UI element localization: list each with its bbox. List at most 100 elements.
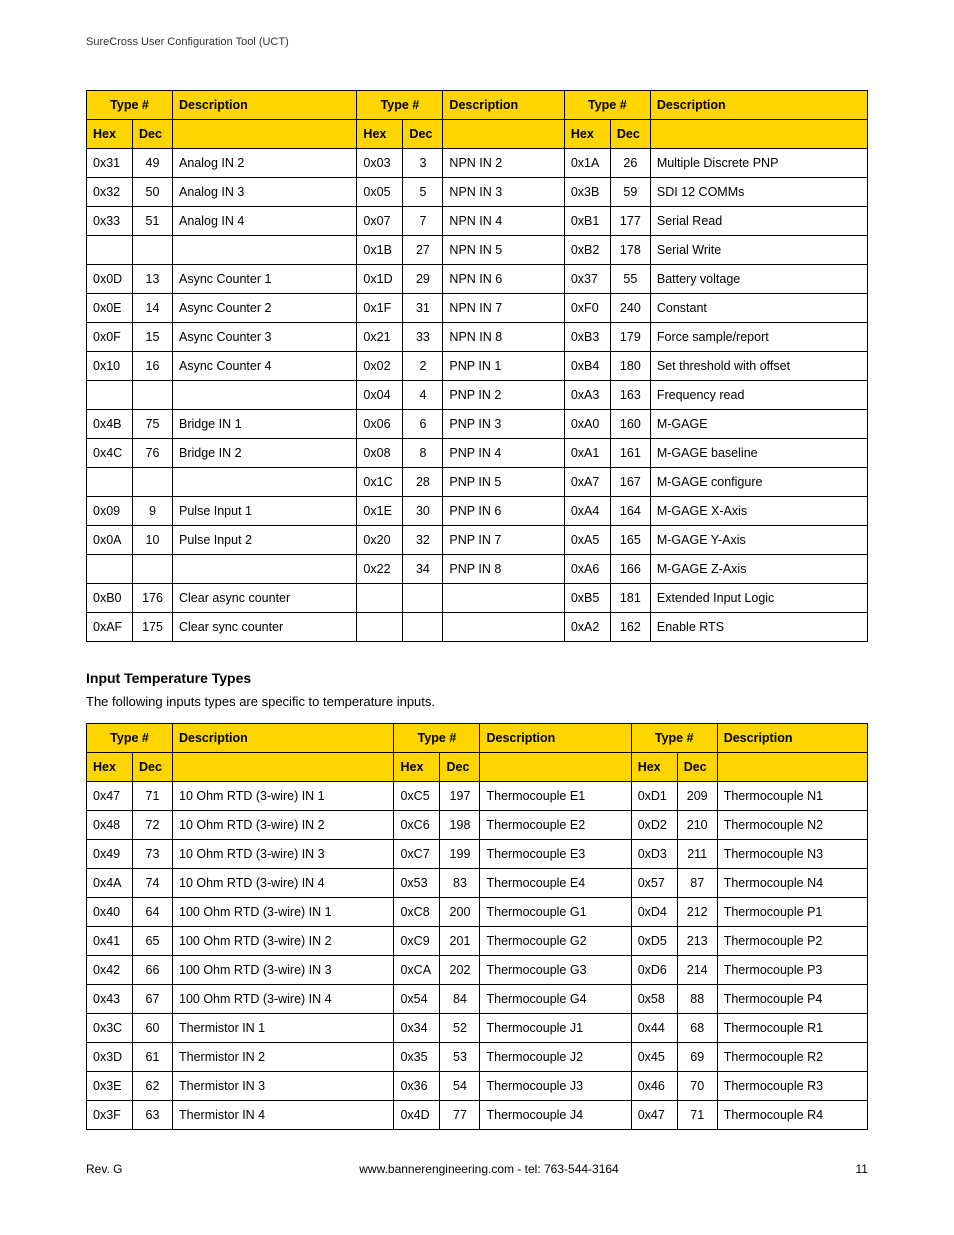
cell-c1: 10 Ohm RTD (3-wire) IN 3	[173, 840, 394, 869]
cell-c2	[443, 613, 564, 642]
cell-c1: Pulse Input 1	[173, 497, 357, 526]
cell-c3: Extended Input Logic	[650, 584, 867, 613]
cell-d1: 13	[133, 265, 173, 294]
cell-c3: Force sample/report	[650, 323, 867, 352]
cell-c1: Thermistor IN 2	[173, 1043, 394, 1072]
cell-c1: 10 Ohm RTD (3-wire) IN 2	[173, 811, 394, 840]
cell-d1: 76	[133, 439, 173, 468]
cell-c1: Thermistor IN 3	[173, 1072, 394, 1101]
cell-c3: Battery voltage	[650, 265, 867, 294]
cell-h1: 0x31	[87, 149, 133, 178]
cell-d3: 68	[677, 1014, 717, 1043]
cell-d2: 27	[403, 236, 443, 265]
cell-d1: 73	[133, 840, 173, 869]
col-hex-2: Hex	[394, 753, 440, 782]
cell-h1: 0x0D	[87, 265, 133, 294]
col-desc-1: Description	[173, 724, 394, 753]
table-row: 0x3C60Thermistor IN 10x3452Thermocouple …	[87, 1014, 868, 1043]
col-hex-3: Hex	[564, 120, 610, 149]
cell-h2: 0xC7	[394, 840, 440, 869]
cell-c2: PNP IN 3	[443, 410, 564, 439]
col-desc-1b	[173, 120, 357, 149]
cell-d3: 161	[610, 439, 650, 468]
table-row: 0x4C76Bridge IN 20x088PNP IN 40xA1161M-G…	[87, 439, 868, 468]
cell-d3: 211	[677, 840, 717, 869]
col-hex-1: Hex	[87, 753, 133, 782]
cell-d1	[133, 468, 173, 497]
table-row: 0x3250Analog IN 30x055NPN IN 30x3B59SDI …	[87, 178, 868, 207]
page-header: SureCross User Configuration Tool (UCT)	[86, 36, 868, 48]
table-row: 0x2234PNP IN 80xA6166M-GAGE Z-Axis	[87, 555, 868, 584]
cell-h3: 0xD5	[631, 927, 677, 956]
col-type-2: Type #	[394, 724, 480, 753]
cell-h3: 0xB4	[564, 352, 610, 381]
cell-c2: NPN IN 2	[443, 149, 564, 178]
cell-c2: Thermocouple J3	[480, 1072, 631, 1101]
cell-c3: Set threshold with offset	[650, 352, 867, 381]
cell-c3: Frequency read	[650, 381, 867, 410]
cell-d3: 163	[610, 381, 650, 410]
col-desc-1: Description	[173, 91, 357, 120]
cell-h1: 0x4B	[87, 410, 133, 439]
cell-c2: NPN IN 7	[443, 294, 564, 323]
col-desc-1b	[173, 753, 394, 782]
cell-c1	[173, 555, 357, 584]
col-dec-3: Dec	[677, 753, 717, 782]
cell-c2: NPN IN 4	[443, 207, 564, 236]
cell-d2: 29	[403, 265, 443, 294]
table-row: 0x1016Async Counter 40x022PNP IN 10xB418…	[87, 352, 868, 381]
footer-center: www.bannerengineering.com - tel: 763-544…	[359, 1162, 619, 1176]
table-row: 0x487210 Ohm RTD (3-wire) IN 20xC6198The…	[87, 811, 868, 840]
cell-d2: 34	[403, 555, 443, 584]
cell-h2: 0x1F	[357, 294, 403, 323]
cell-c3: M-GAGE configure	[650, 468, 867, 497]
table-row: 0xAF175Clear sync counter0xA2162Enable R…	[87, 613, 868, 642]
cell-c1: Async Counter 4	[173, 352, 357, 381]
cell-d1: 63	[133, 1101, 173, 1130]
col-dec-3: Dec	[610, 120, 650, 149]
cell-c1: 100 Ohm RTD (3-wire) IN 1	[173, 898, 394, 927]
cell-c2	[443, 584, 564, 613]
cell-h3: 0xA4	[564, 497, 610, 526]
table-row: 0x3D61Thermistor IN 20x3553Thermocouple …	[87, 1043, 868, 1072]
cell-c2: PNP IN 7	[443, 526, 564, 555]
cell-d3: 166	[610, 555, 650, 584]
cell-d2: 200	[440, 898, 480, 927]
cell-d1	[133, 381, 173, 410]
col-dec-2: Dec	[440, 753, 480, 782]
cell-h3: 0xD3	[631, 840, 677, 869]
cell-d2: 6	[403, 410, 443, 439]
cell-d2: 30	[403, 497, 443, 526]
cell-c1: Async Counter 2	[173, 294, 357, 323]
cell-c3: Serial Write	[650, 236, 867, 265]
cell-h1: 0x4A	[87, 869, 133, 898]
section-intro-temperature: The following inputs types are specific …	[86, 694, 868, 709]
cell-c1: Async Counter 3	[173, 323, 357, 352]
cell-h3: 0x47	[631, 1101, 677, 1130]
cell-h3: 0x45	[631, 1043, 677, 1072]
cell-h3: 0xD1	[631, 782, 677, 811]
table-row: 0x0D13Async Counter 10x1D29NPN IN 60x375…	[87, 265, 868, 294]
cell-c1: Async Counter 1	[173, 265, 357, 294]
cell-h3: 0xB3	[564, 323, 610, 352]
cell-c1	[173, 468, 357, 497]
cell-c1: 100 Ohm RTD (3-wire) IN 2	[173, 927, 394, 956]
cell-d3: 164	[610, 497, 650, 526]
col-hex-2: Hex	[357, 120, 403, 149]
cell-h3: 0x57	[631, 869, 677, 898]
cell-c3: M-GAGE	[650, 410, 867, 439]
cell-h2: 0x1C	[357, 468, 403, 497]
cell-c3: Thermocouple N2	[717, 811, 867, 840]
cell-c3: M-GAGE Z-Axis	[650, 555, 867, 584]
cell-h2: 0x02	[357, 352, 403, 381]
cell-h1: 0x09	[87, 497, 133, 526]
cell-h3: 0xB5	[564, 584, 610, 613]
cell-d3: 240	[610, 294, 650, 323]
col-desc-3: Description	[717, 724, 867, 753]
cell-c1: 100 Ohm RTD (3-wire) IN 3	[173, 956, 394, 985]
cell-h2: 0x08	[357, 439, 403, 468]
cell-d3: 209	[677, 782, 717, 811]
cell-d2: 32	[403, 526, 443, 555]
cell-h1: 0x3D	[87, 1043, 133, 1072]
cell-d3: 59	[610, 178, 650, 207]
